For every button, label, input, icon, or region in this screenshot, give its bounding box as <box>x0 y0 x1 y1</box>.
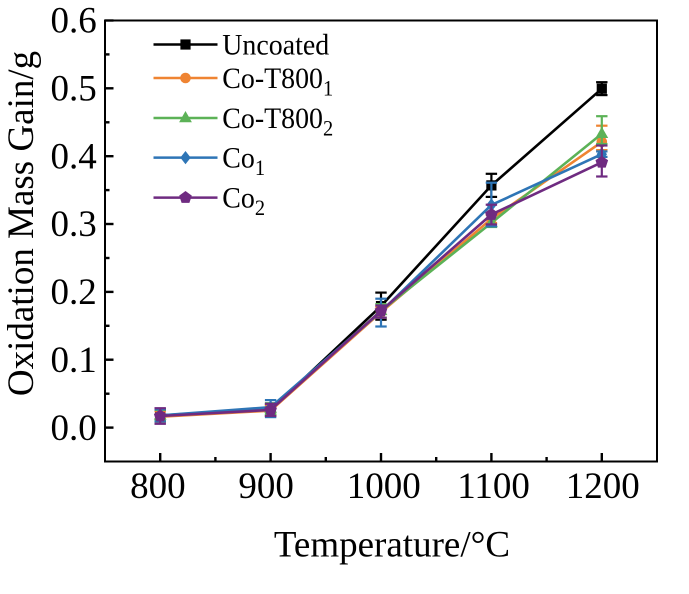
svg-text:1200: 1200 <box>566 466 640 507</box>
svg-text:Co-T8002: Co-T8002 <box>222 102 333 140</box>
svg-text:Uncoated: Uncoated <box>222 29 329 62</box>
svg-text:800: 800 <box>130 466 186 507</box>
svg-text:0.1: 0.1 <box>51 340 97 381</box>
svg-text:Co-T8001: Co-T8001 <box>222 62 333 100</box>
svg-text:1100: 1100 <box>457 466 530 507</box>
svg-text:Temperature/°C: Temperature/°C <box>274 525 510 566</box>
svg-text:0.6: 0.6 <box>51 1 97 42</box>
svg-text:0.2: 0.2 <box>51 272 97 313</box>
svg-text:0.0: 0.0 <box>51 408 97 449</box>
svg-text:0.4: 0.4 <box>51 136 97 177</box>
svg-text:900: 900 <box>238 466 294 507</box>
svg-text:Oxidation Mass Gain/g: Oxidation Mass Gain/g <box>1 51 42 396</box>
svg-text:0.3: 0.3 <box>51 204 97 245</box>
svg-text:0.5: 0.5 <box>51 69 97 110</box>
svg-text:1000: 1000 <box>347 466 421 507</box>
